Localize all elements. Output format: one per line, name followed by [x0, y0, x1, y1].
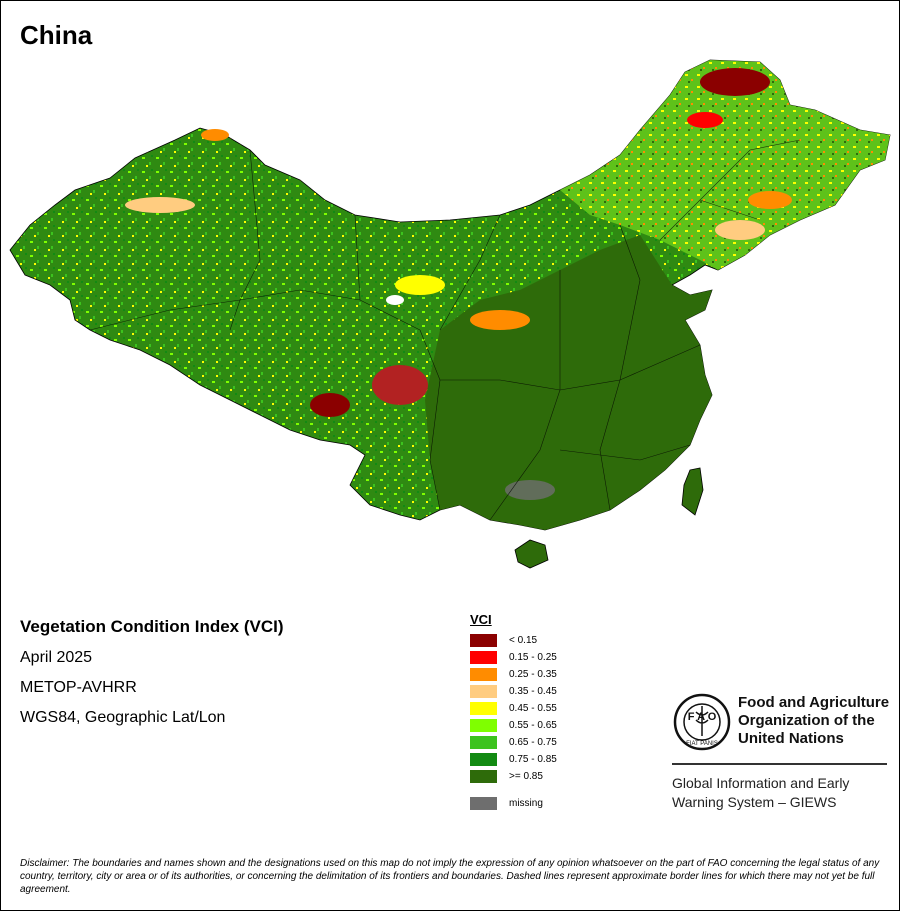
legend-label: missing: [509, 797, 543, 809]
legend-swatch: [470, 718, 497, 732]
drought-patch: [715, 220, 765, 240]
legend-item: 0.35 - 0.45: [470, 683, 557, 699]
legend-item: 0.65 - 0.75: [470, 734, 557, 750]
drought-patch: [748, 191, 792, 209]
legend-item: 0.75 - 0.85: [470, 751, 557, 767]
legend-label: 0.25 - 0.35: [509, 668, 557, 680]
fao-branding: F A O FIAT PANIS Food and Agriculture Or…: [672, 692, 889, 810]
legend-swatch: [470, 769, 497, 783]
drought-patch-northeast: [700, 68, 770, 96]
disclaimer: Disclaimer: The boundaries and names sho…: [20, 858, 880, 895]
legend-item: 0.25 - 0.35: [470, 666, 557, 682]
drought-patch: [125, 197, 195, 213]
missing-data-patch: [505, 480, 555, 500]
legend-swatch: [470, 667, 497, 681]
vci-map: [9, 59, 891, 569]
legend-swatch: [470, 752, 497, 766]
sensor: METOP-AVHRR: [20, 679, 137, 696]
province-boundaries: [89, 139, 801, 521]
legend: VCI < 0.15 0.15 - 0.25 0.25 - 0.35 0.35 - 0…: [470, 612, 557, 810]
legend-label: 0.75 - 0.85: [509, 753, 557, 765]
legend-label: 0.35 - 0.45: [509, 685, 557, 697]
fao-logo: F A O FIAT PANIS: [673, 693, 731, 751]
legend-label: >= 0.85: [509, 770, 543, 782]
legend-item-missing: missing: [470, 795, 543, 811]
legend-label: 0.55 - 0.65: [509, 719, 557, 731]
legend-item: >= 0.85: [470, 768, 543, 784]
divider: [672, 763, 887, 765]
lake: [386, 295, 404, 305]
legend-swatch: [470, 684, 497, 698]
legend-swatch: [470, 735, 497, 749]
hainan-island: [514, 539, 549, 569]
drought-patch-southwest: [372, 365, 428, 405]
drought-patch: [687, 112, 723, 128]
legend-label: 0.65 - 0.75: [509, 736, 557, 748]
legend-swatch: [470, 633, 497, 647]
drought-patch: [470, 310, 530, 330]
legend-label: 0.45 - 0.55: [509, 702, 557, 714]
legend-swatch: [470, 796, 497, 810]
drought-patch: [395, 275, 445, 295]
fao-name: Food and Agriculture Organization of the…: [738, 694, 890, 747]
map-title: China: [20, 20, 93, 50]
taiwan-island: [681, 467, 704, 516]
legend-item: 0.45 - 0.55: [470, 700, 557, 716]
legend-label: < 0.15: [509, 634, 538, 646]
projection: WGS84, Geographic Lat/Lon: [20, 709, 226, 726]
giews-name: Global Information and Early Warning Sys…: [672, 775, 850, 810]
legend-item: < 0.15: [470, 632, 537, 648]
legend-item: 0.15 - 0.25: [470, 649, 557, 665]
drought-patch: [310, 393, 350, 417]
legend-item: 0.55 - 0.65: [470, 717, 557, 733]
east-region: [425, 235, 712, 530]
northeast-region: [560, 60, 890, 270]
svg-text:FIAT PANIS: FIAT PANIS: [686, 741, 718, 747]
legend-swatch: [470, 650, 497, 664]
legend-title: VCI: [470, 612, 492, 627]
legend-swatch: [470, 701, 497, 715]
index-name: Vegetation Condition Index (VCI): [20, 617, 284, 636]
legend-label: 0.15 - 0.25: [509, 651, 557, 663]
drought-patch: [201, 129, 229, 141]
map-date: April 2025: [20, 649, 93, 666]
